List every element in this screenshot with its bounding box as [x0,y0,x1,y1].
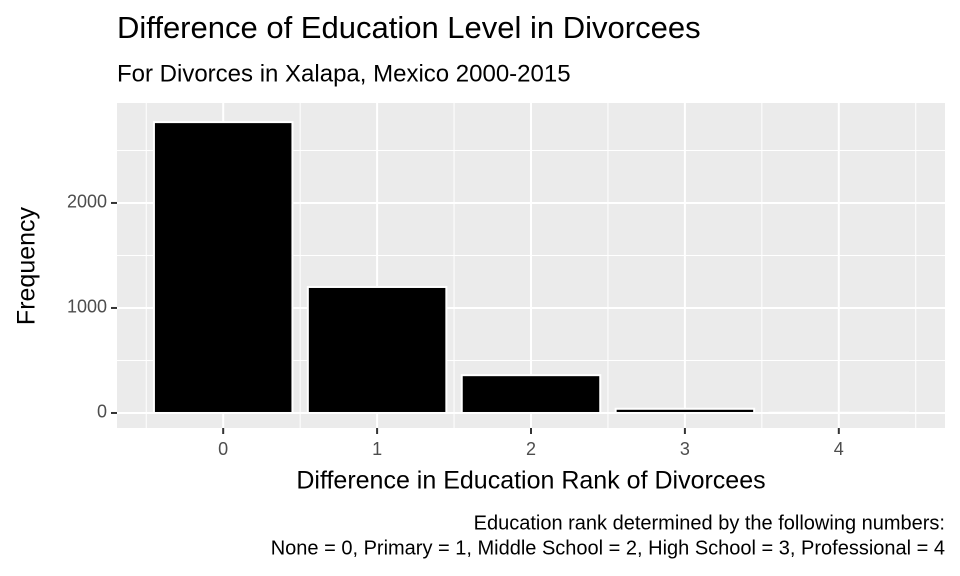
bar [306,285,448,414]
y-tick-label: 2000 [67,192,107,212]
x-tick-label: 4 [834,439,844,459]
x-tick-label: 0 [218,439,228,459]
chart-title: Difference of Education Level in Divorce… [117,10,701,45]
y-axis-title: Frequency [13,206,41,325]
caption: Education rank determined by the followi… [474,512,945,534]
chart-subtitle: For Divorces in Xalapa, Mexico 2000-2015 [117,60,571,87]
x-tick-label: 1 [372,439,382,459]
y-tick-label: 0 [97,402,107,422]
x-tick-label: 3 [680,439,690,459]
bar [152,121,294,414]
y-tick-label: 1000 [67,297,107,317]
x-axis-title: Difference in Education Rank of Divorcee… [296,467,765,495]
caption: None = 0, Primary = 1, Middle School = 2… [271,537,945,559]
x-tick-label: 2 [526,439,536,459]
bar [460,374,602,414]
bar [614,407,756,414]
